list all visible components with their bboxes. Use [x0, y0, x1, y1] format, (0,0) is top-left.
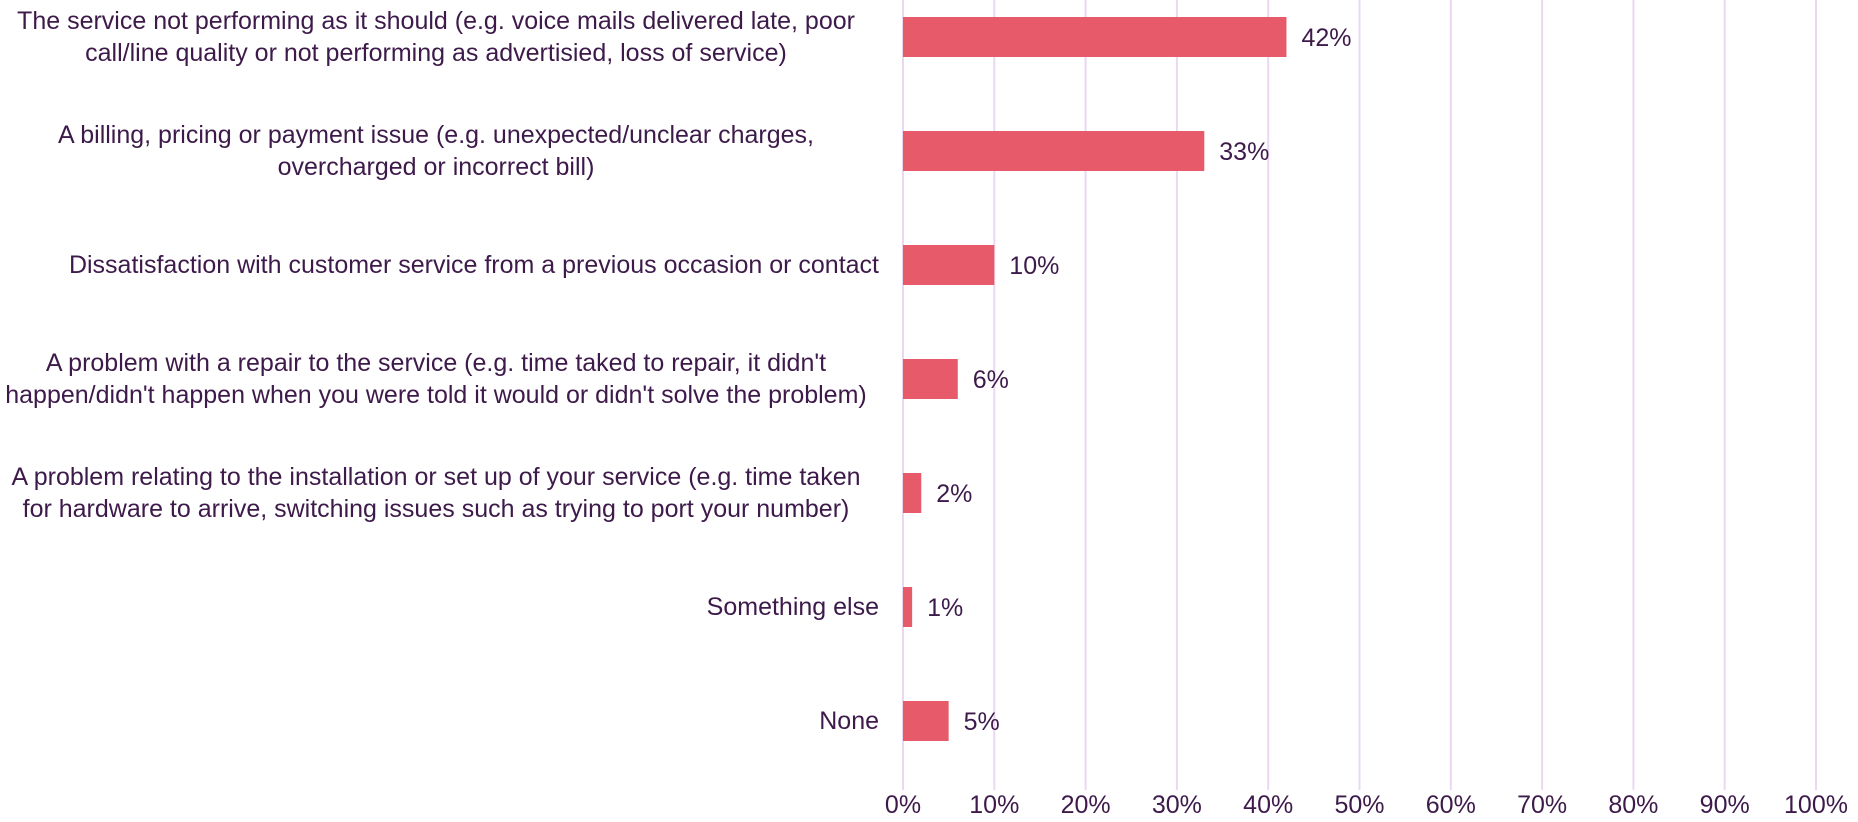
- x-tick-label: 50%: [1334, 791, 1384, 819]
- value-label: 33%: [1219, 138, 1269, 166]
- value-label: 6%: [973, 366, 1009, 394]
- x-tick-label: 80%: [1608, 791, 1658, 819]
- category-label-repair: A problem with a repair to the service (…: [5, 349, 867, 409]
- x-tick-label: 70%: [1517, 791, 1567, 819]
- value-label: 42%: [1301, 24, 1351, 52]
- x-tick-label: 0%: [885, 791, 921, 819]
- x-tick-label: 30%: [1152, 791, 1202, 819]
- x-tick-label: 100%: [1784, 791, 1848, 819]
- bar: [903, 245, 995, 285]
- value-label: 5%: [964, 708, 1000, 736]
- value-label: 1%: [927, 594, 963, 622]
- bar: [903, 131, 1205, 171]
- bar: [903, 359, 958, 399]
- category-label-customer-service: Dissatisfaction with customer service fr…: [68, 251, 879, 279]
- bar: [903, 701, 949, 741]
- value-label: 10%: [1009, 252, 1059, 280]
- category-label-service: The service not performing as it should …: [17, 7, 855, 67]
- category-label-billing: A billing, pricing or payment issue (e.g…: [58, 121, 814, 181]
- x-tick-label: 20%: [1061, 791, 1111, 819]
- bar: [903, 473, 922, 513]
- x-tick-label: 10%: [969, 791, 1019, 819]
- category-label-none: None: [819, 707, 879, 735]
- category-labels: The service not performing as it should …: [0, 0, 879, 822]
- bar: [903, 17, 1287, 57]
- x-tick-label: 90%: [1700, 791, 1750, 819]
- x-tick-label: 40%: [1243, 791, 1293, 819]
- category-label-installation: A problem relating to the installation o…: [11, 463, 861, 523]
- category-label-something-else: Something else: [706, 593, 879, 621]
- value-label: 2%: [936, 480, 972, 508]
- x-tick-label: 60%: [1426, 791, 1476, 819]
- bar: [903, 587, 913, 627]
